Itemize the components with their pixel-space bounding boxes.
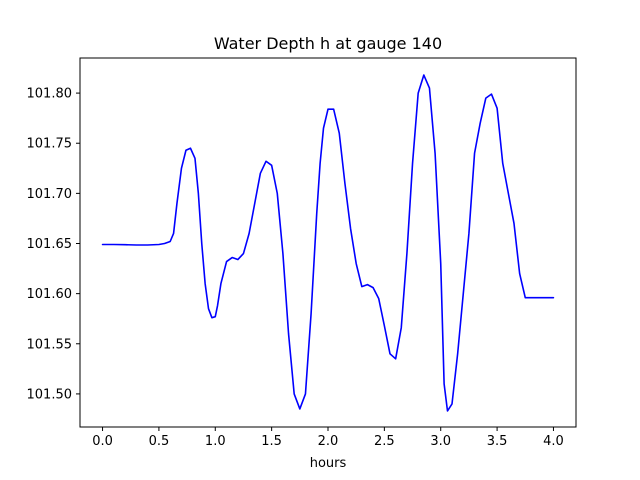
y-tick-label: 101.70 — [27, 187, 73, 202]
x-axis: 0.0 0.5 1.0 1.5 2.0 2.5 3.0 3.5 4.0 — [92, 427, 564, 449]
chart-title: Water Depth h at gauge 140 — [214, 34, 442, 53]
y-tick-label: 101.60 — [27, 287, 73, 302]
y-tick-label: 101.50 — [27, 387, 73, 402]
x-tick-label: 1.0 — [205, 434, 226, 449]
x-tick-label: 1.5 — [261, 434, 282, 449]
y-axis: 101.50 101.55 101.60 101.65 101.70 101.75 101.… — [27, 87, 80, 402]
x-tick-label: 3.5 — [487, 434, 508, 449]
x-tick-label: 4.0 — [543, 434, 564, 449]
x-tick-label: 2.5 — [374, 434, 395, 449]
x-tick-label: 0.5 — [149, 434, 170, 449]
x-tick-label: 3.0 — [430, 434, 451, 449]
y-tick-label: 101.55 — [27, 337, 73, 352]
x-axis-label: hours — [310, 456, 347, 471]
y-tick-label: 101.65 — [27, 237, 73, 252]
x-tick-label: 2.0 — [318, 434, 339, 449]
series-line-0 — [101, 74, 555, 412]
x-tick-label: 0.0 — [92, 434, 113, 449]
y-tick-label: 101.80 — [27, 87, 73, 102]
y-tick-label: 101.75 — [27, 137, 73, 152]
